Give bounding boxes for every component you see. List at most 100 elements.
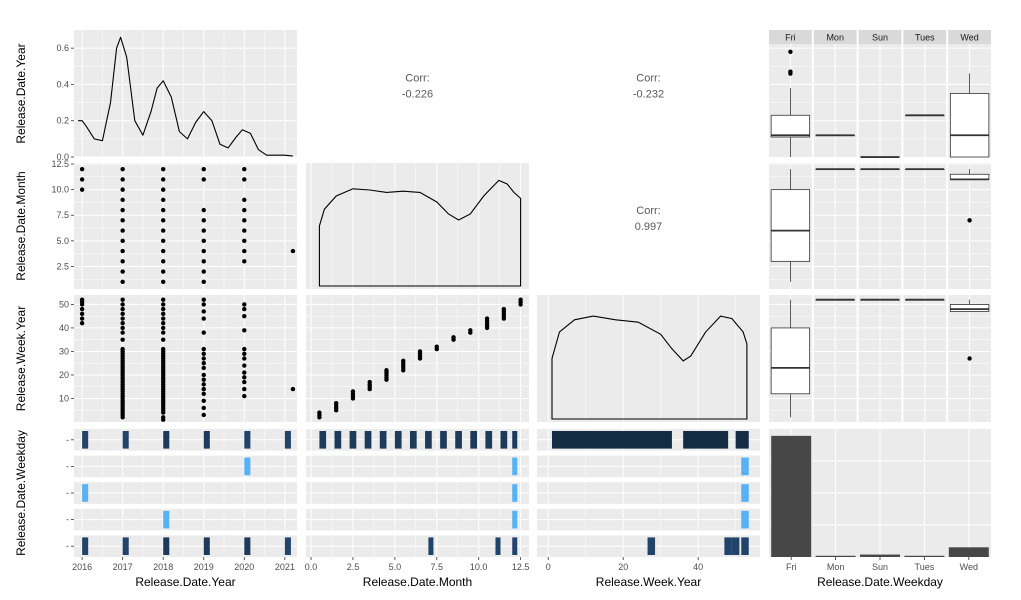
scatter-point bbox=[120, 279, 125, 285]
corr-label: Corr: bbox=[405, 73, 429, 85]
hist-bar bbox=[647, 537, 656, 555]
scatter-point bbox=[201, 372, 206, 378]
scatter-point bbox=[120, 187, 125, 192]
hist-bar bbox=[379, 431, 387, 449]
scatter-point bbox=[161, 248, 166, 254]
box-outlier bbox=[967, 218, 972, 223]
hist-bar bbox=[741, 510, 749, 529]
x-tick-label: 7.5 bbox=[431, 562, 444, 572]
scatter-point bbox=[120, 325, 125, 331]
hist-bar bbox=[394, 431, 402, 449]
hist-bar bbox=[203, 537, 210, 555]
scatter-point bbox=[468, 328, 473, 333]
scatter-point bbox=[161, 218, 166, 223]
hist-bar bbox=[731, 537, 740, 555]
scatter-point bbox=[201, 405, 206, 411]
scatter-point bbox=[384, 368, 389, 373]
scatter-point bbox=[242, 166, 247, 172]
scatter-point bbox=[79, 316, 85, 321]
scatter-point bbox=[79, 311, 85, 317]
scatter-point bbox=[201, 207, 206, 213]
scatter-point bbox=[484, 316, 490, 321]
scatter-point bbox=[120, 207, 125, 213]
scatter-point bbox=[201, 297, 206, 302]
corr-label: Corr: bbox=[636, 73, 660, 85]
scatter-point bbox=[501, 306, 507, 312]
weekday-count-bar bbox=[860, 554, 900, 557]
x-axis-title: Release.Date.Year bbox=[135, 575, 235, 589]
scatter-point bbox=[434, 344, 439, 349]
hist-bar bbox=[349, 431, 357, 449]
x-tick-label: Wed bbox=[960, 562, 978, 572]
y-tick-label: 10 bbox=[59, 393, 69, 403]
scatter-point bbox=[161, 166, 166, 172]
scatter-point bbox=[201, 330, 206, 335]
scatter-point bbox=[120, 177, 125, 182]
hist-bar bbox=[428, 537, 434, 555]
y-tick-label: 0.6 bbox=[56, 43, 69, 53]
x-tick-label: 12.5 bbox=[512, 562, 530, 572]
scatter-point bbox=[120, 248, 125, 254]
x-axis-title: Release.Date.Month bbox=[363, 575, 472, 589]
scatter-point bbox=[242, 259, 247, 264]
hist-bar bbox=[724, 537, 732, 555]
scatter-point bbox=[120, 228, 125, 233]
box-outlier bbox=[788, 49, 793, 54]
scatter-point bbox=[201, 356, 206, 361]
hist-bar bbox=[163, 431, 170, 449]
corr-value: -0.226 bbox=[402, 89, 433, 101]
y-tick-label: - bbox=[66, 461, 69, 471]
scatter-point bbox=[79, 166, 85, 172]
scatter-point bbox=[120, 297, 125, 302]
scatter-point bbox=[120, 259, 125, 264]
scatter-point bbox=[242, 379, 247, 385]
scatter-point bbox=[242, 370, 247, 375]
hist-bar bbox=[244, 431, 251, 449]
hist-bar bbox=[163, 537, 170, 555]
hist-bar bbox=[82, 484, 89, 502]
y-axis-title: Release.Date.Month bbox=[14, 171, 28, 280]
scatter-point bbox=[201, 269, 206, 274]
y-tick-label: 7.5 bbox=[56, 210, 69, 220]
x-tick-label: 2.5 bbox=[347, 562, 360, 572]
facet-strip-label: Sun bbox=[872, 33, 888, 43]
weekday-count-bar bbox=[815, 555, 856, 557]
hist-bar bbox=[440, 431, 447, 449]
scatter-point bbox=[161, 306, 166, 312]
hist-bar bbox=[741, 484, 749, 502]
label-layer: Corr: -0.226 Corr: -0.232 Corr: 0.997 Fri Mon Su… bbox=[14, 33, 979, 590]
x-tick-label: 0 bbox=[546, 562, 551, 572]
scatter-point bbox=[120, 269, 125, 274]
scatter-point bbox=[401, 358, 406, 364]
scatter-point bbox=[242, 228, 247, 233]
hist-bar bbox=[741, 537, 749, 555]
box-body bbox=[770, 189, 811, 262]
y-tick-label: 20 bbox=[59, 370, 69, 380]
scatter-point bbox=[201, 228, 206, 233]
scatter-point bbox=[161, 259, 166, 264]
y-tick-label: 40 bbox=[59, 323, 69, 333]
y-tick-label: - bbox=[66, 515, 69, 525]
scatter-point bbox=[242, 218, 247, 223]
density-curve-year bbox=[78, 36, 293, 157]
scatter-point bbox=[242, 351, 247, 356]
scatter-point bbox=[161, 337, 166, 342]
x-tick-label: 40 bbox=[693, 562, 703, 572]
scatter-point bbox=[79, 321, 85, 326]
scatter-point bbox=[161, 297, 166, 302]
box-body bbox=[949, 93, 990, 158]
corr-value: 0.997 bbox=[635, 221, 663, 233]
scatter-point bbox=[201, 365, 206, 371]
scatter-point bbox=[201, 412, 206, 418]
scatter-point bbox=[161, 238, 166, 244]
hist-bar bbox=[203, 431, 210, 449]
density-curve-week bbox=[551, 315, 748, 420]
scatter-point bbox=[201, 309, 206, 314]
corr-panel bbox=[306, 30, 529, 157]
scatter-point bbox=[79, 187, 85, 192]
hist-bar bbox=[512, 537, 518, 555]
x-tick-label: 2017 bbox=[113, 562, 133, 572]
hist-bar bbox=[82, 537, 89, 555]
scatter-point bbox=[242, 306, 247, 312]
scatter-point bbox=[242, 207, 247, 213]
